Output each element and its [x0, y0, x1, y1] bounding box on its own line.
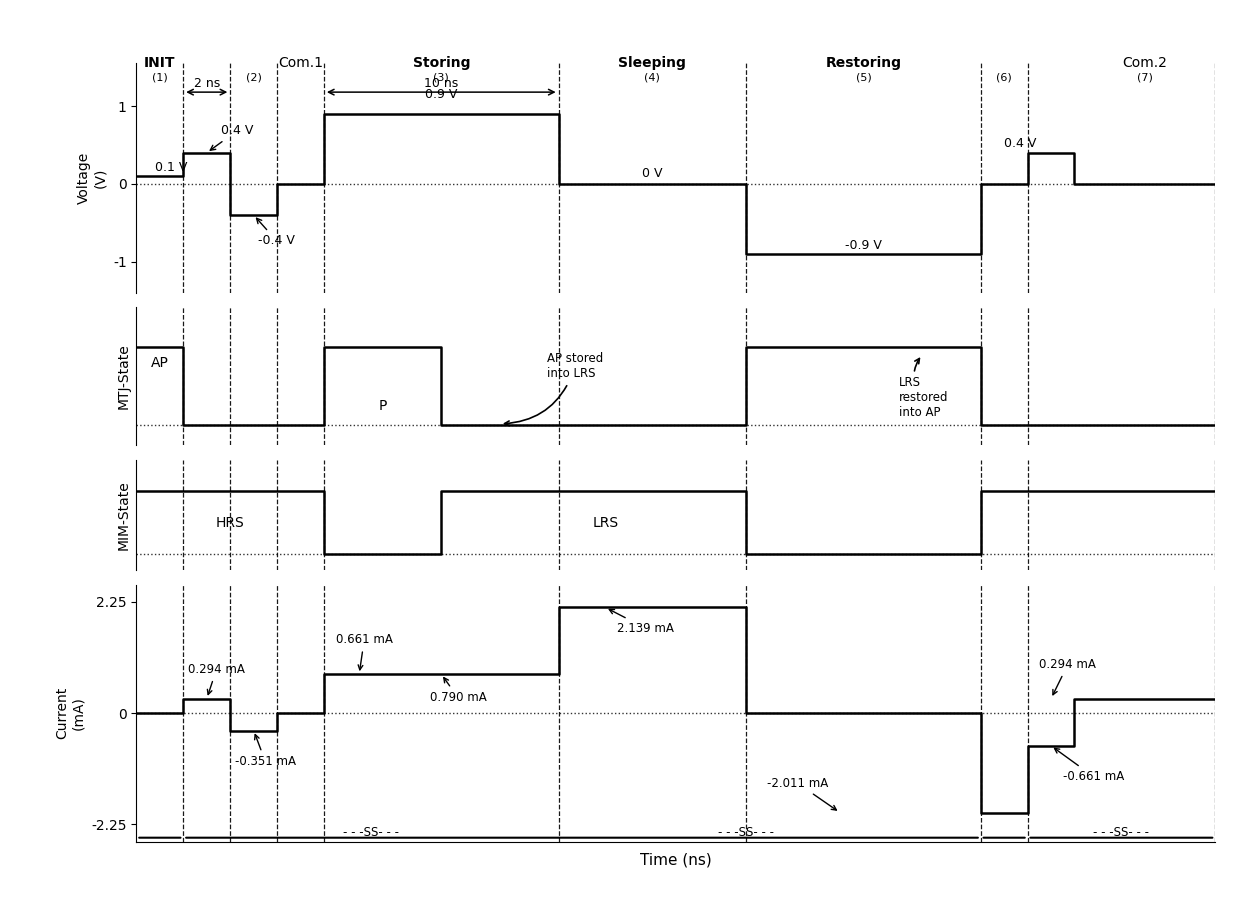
Text: Storing: Storing [413, 55, 470, 70]
Text: -2.011 mA: -2.011 mA [768, 776, 837, 810]
Text: -0.9 V: -0.9 V [844, 239, 882, 252]
Text: (3): (3) [434, 72, 449, 82]
Text: Com.1: Com.1 [278, 55, 324, 70]
Text: (7): (7) [1137, 72, 1153, 82]
Text: - - -SS- - -: - - -SS- - - [343, 826, 399, 839]
Text: AP stored
into LRS: AP stored into LRS [505, 352, 603, 425]
Text: 0.4 V: 0.4 V [211, 124, 253, 150]
Text: AP: AP [151, 356, 169, 369]
Text: P: P [378, 399, 387, 413]
Text: -0.4 V: -0.4 V [257, 218, 295, 247]
Text: (2): (2) [246, 72, 262, 82]
Text: 2.139 mA: 2.139 mA [609, 609, 675, 634]
Y-axis label: Current
(mA): Current (mA) [56, 687, 86, 739]
Y-axis label: MTJ-State: MTJ-State [117, 343, 131, 409]
Text: 0.294 mA: 0.294 mA [1039, 658, 1096, 695]
Y-axis label: MIM-State: MIM-State [117, 480, 131, 549]
Text: Com.2: Com.2 [1122, 55, 1167, 70]
Y-axis label: Voltage
(V): Voltage (V) [77, 152, 108, 205]
Text: - - -SS- - -: - - -SS- - - [718, 826, 774, 839]
Text: 10 ns: 10 ns [424, 77, 459, 90]
Text: 0.1 V: 0.1 V [155, 161, 187, 174]
Text: - - -SS- - -: - - -SS- - - [1094, 826, 1149, 839]
Text: 0.9 V: 0.9 V [425, 88, 458, 100]
Text: Sleeping: Sleeping [619, 55, 686, 70]
Text: LRS
restored
into AP: LRS restored into AP [899, 358, 949, 419]
Text: 0.4 V: 0.4 V [1004, 137, 1037, 149]
Text: (5): (5) [856, 72, 872, 82]
Text: (6): (6) [996, 72, 1012, 82]
Text: LRS: LRS [593, 516, 619, 529]
Text: 2 ns: 2 ns [193, 77, 219, 90]
Text: (4): (4) [645, 72, 660, 82]
Text: INIT: INIT [144, 55, 176, 70]
X-axis label: Time (ns): Time (ns) [640, 853, 712, 868]
Text: Restoring: Restoring [826, 55, 901, 70]
Text: HRS: HRS [216, 516, 244, 529]
Text: -0.661 mA: -0.661 mA [1054, 748, 1123, 783]
Text: 0.661 mA: 0.661 mA [336, 634, 393, 670]
Text: 0 V: 0 V [642, 167, 662, 180]
Text: (1): (1) [153, 72, 167, 82]
Text: 0.294 mA: 0.294 mA [188, 663, 244, 694]
Text: 0.790 mA: 0.790 mA [429, 678, 486, 704]
Text: -0.351 mA: -0.351 mA [234, 735, 296, 768]
